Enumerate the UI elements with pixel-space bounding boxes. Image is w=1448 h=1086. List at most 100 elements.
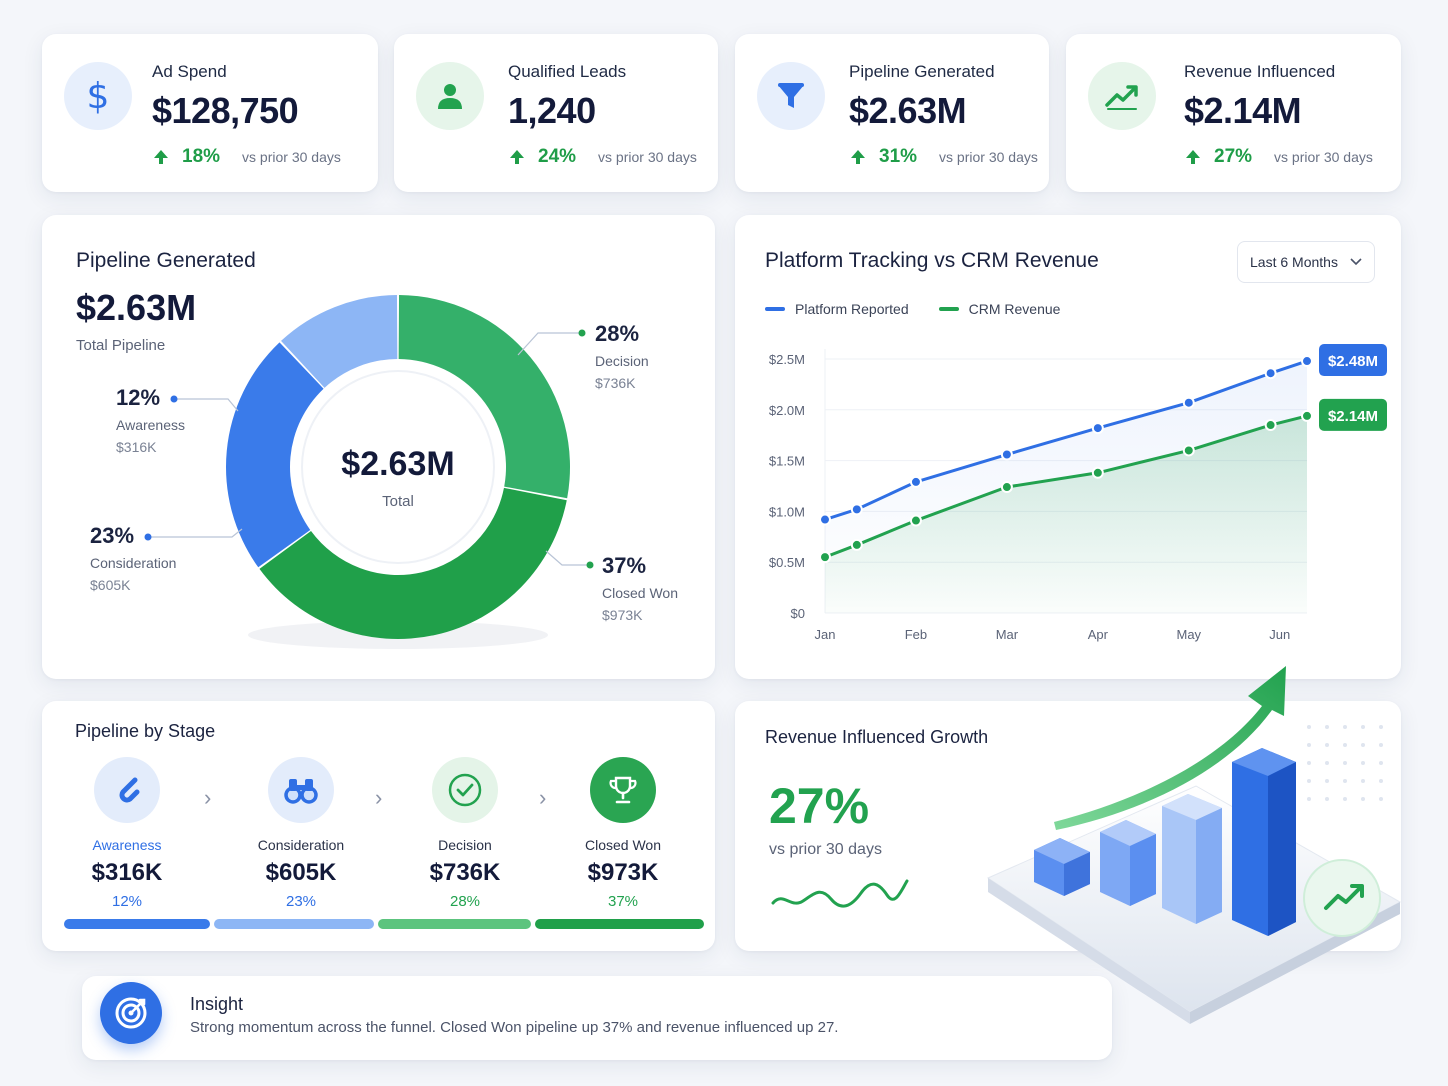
check-circle-icon bbox=[432, 757, 498, 823]
date-range-select[interactable]: Last 6 Months bbox=[1237, 241, 1375, 283]
insight-title: Insight bbox=[190, 994, 244, 1014]
stage-awareness[interactable]: Awareness $316K 12% bbox=[62, 757, 192, 910]
data-point[interactable] bbox=[1182, 444, 1195, 457]
pipeline-donut-chart bbox=[144, 295, 594, 649]
data-point[interactable] bbox=[1091, 422, 1104, 435]
leader-line-decision bbox=[517, 332, 582, 356]
dollar-icon: $ bbox=[64, 62, 132, 130]
y-tick-label: $2.5M bbox=[769, 352, 805, 367]
leader-dot-closed-won bbox=[586, 561, 594, 569]
stage-value: $316K bbox=[91, 859, 163, 886]
kpi-value: 1,240 bbox=[508, 90, 596, 131]
stage-pct: 12% bbox=[111, 893, 143, 910]
kpi-delta: 18% vs prior 30 days bbox=[152, 146, 341, 168]
donut-center-label: Total bbox=[382, 493, 414, 510]
segment-amount: $973K bbox=[602, 607, 643, 623]
data-point[interactable] bbox=[1000, 448, 1013, 461]
stage-name: Consideration bbox=[257, 837, 345, 853]
person-icon bbox=[416, 62, 484, 130]
legend-item-crm: CRM Revenue bbox=[938, 301, 1060, 317]
stage-value: $973K bbox=[587, 859, 659, 886]
panel-title: Pipeline Generated bbox=[76, 249, 256, 272]
data-point[interactable] bbox=[909, 475, 922, 488]
stage-name: Closed Won bbox=[584, 837, 661, 853]
x-tick-label: Jan bbox=[815, 627, 836, 642]
kpi-value: $2.14M bbox=[1184, 90, 1302, 131]
badge-label: $2.48M bbox=[1328, 353, 1378, 370]
data-point[interactable] bbox=[850, 503, 863, 516]
donut-label-closed-won: 37% Closed Won $973K bbox=[602, 553, 678, 623]
donut-segment-consideration[interactable] bbox=[226, 342, 324, 568]
legend-label: Platform Reported bbox=[795, 301, 909, 317]
magnet-icon bbox=[94, 757, 160, 823]
donut-segment-closed-won[interactable] bbox=[259, 487, 567, 640]
segment-pct: 28% bbox=[595, 321, 640, 346]
kpi-label: Revenue Influenced bbox=[1184, 62, 1336, 81]
pipeline-by-stage-panel: Pipeline by Stage Awareness $316K 12% › … bbox=[42, 701, 715, 951]
growth-value: 27% bbox=[769, 778, 870, 834]
stage-bar-decision bbox=[378, 919, 531, 929]
segment-pct: 23% bbox=[90, 523, 135, 548]
arrow-up-icon bbox=[1186, 150, 1200, 164]
data-point[interactable] bbox=[850, 538, 863, 551]
data-point[interactable] bbox=[1182, 396, 1195, 409]
stage-name: Decision bbox=[438, 837, 492, 853]
kpi-delta-pct: 27% bbox=[1214, 146, 1253, 167]
kpi-label: Qualified Leads bbox=[508, 62, 627, 81]
kpi-card-ad-spend: $ Ad Spend $128,750 18% vs prior 30 days bbox=[42, 34, 378, 192]
data-point[interactable] bbox=[819, 513, 831, 526]
target-icon bbox=[100, 982, 162, 1044]
arrow-up-icon bbox=[154, 150, 168, 164]
funnel-icon bbox=[757, 62, 825, 130]
end-value-badge-platform: $2.48M bbox=[1319, 344, 1387, 377]
stage-consideration[interactable]: Consideration $605K 23% bbox=[236, 757, 366, 910]
stage-progress-bar bbox=[64, 919, 704, 929]
data-point[interactable] bbox=[1301, 409, 1313, 422]
x-tick-label: Feb bbox=[905, 627, 927, 642]
donut-hole bbox=[301, 370, 495, 564]
binoculars-icon bbox=[268, 757, 334, 823]
data-point[interactable] bbox=[819, 551, 831, 564]
kpi-delta: 27% vs prior 30 days bbox=[1184, 146, 1373, 168]
data-point[interactable] bbox=[1091, 466, 1104, 479]
data-point[interactable] bbox=[1264, 419, 1277, 432]
arrow-up-icon bbox=[510, 150, 524, 164]
end-value-badge-crm: $2.14M bbox=[1319, 398, 1387, 431]
donut-segment-awareness[interactable] bbox=[281, 295, 398, 388]
leader-line-awareness bbox=[174, 398, 239, 412]
x-tick-label: Apr bbox=[1088, 627, 1109, 642]
badge-bg bbox=[1319, 344, 1387, 377]
y-tick-label: $0 bbox=[791, 606, 805, 621]
kpi-value: $2.63M bbox=[849, 90, 967, 131]
stage-bar-awareness bbox=[64, 919, 210, 929]
x-tick-label: Mar bbox=[996, 627, 1019, 642]
data-point[interactable] bbox=[1264, 367, 1277, 380]
stage-decision[interactable]: Decision $736K 28% bbox=[400, 757, 530, 910]
y-tick-label: $1.5M bbox=[769, 454, 805, 469]
growth-bars-illustration bbox=[986, 666, 1402, 1024]
pipeline-donut-panel: Pipeline Generated $2.63M Total Pipeline… bbox=[42, 215, 715, 679]
kpi-delta: 24% vs prior 30 days bbox=[508, 146, 697, 168]
legend-swatch bbox=[765, 307, 785, 311]
tracking-chart-panel: Platform Tracking vs CRM Revenue Last 6 … bbox=[735, 215, 1401, 679]
data-point[interactable] bbox=[1000, 481, 1013, 494]
kpi-value: $128,750 bbox=[152, 90, 299, 131]
donut-label-awareness: 12% Awareness $316K bbox=[116, 385, 185, 455]
donut-segment-decision[interactable] bbox=[398, 295, 570, 499]
kpi-compare: vs prior 30 days bbox=[242, 149, 341, 165]
y-tick-label: $2.0M bbox=[769, 403, 805, 418]
trend-up-icon bbox=[1088, 62, 1156, 130]
segment-amount: $316K bbox=[116, 439, 157, 455]
crm-area bbox=[825, 415, 1307, 613]
stage-pct: 37% bbox=[607, 893, 639, 910]
series-line-crm bbox=[824, 414, 1308, 559]
data-point[interactable] bbox=[909, 514, 922, 527]
stage-closed-won[interactable]: Closed Won $973K 37% bbox=[558, 757, 688, 910]
y-tick-label: $0.5M bbox=[769, 555, 805, 570]
legend-item-platform: Platform Reported bbox=[765, 301, 909, 317]
data-point[interactable] bbox=[1301, 355, 1313, 368]
kpi-compare: vs prior 30 days bbox=[939, 149, 1038, 165]
stage-name: Awareness bbox=[92, 837, 162, 853]
pipeline-total-value: $2.63M bbox=[76, 287, 197, 328]
segment-amount: $605K bbox=[90, 577, 131, 593]
